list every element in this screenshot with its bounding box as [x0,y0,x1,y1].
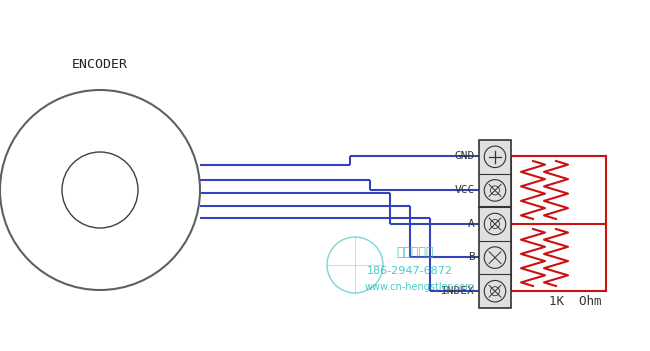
Text: B: B [468,252,475,262]
Text: 西安德伍拓: 西安德伍拓 [396,246,434,259]
Text: INDEX: INDEX [441,286,475,296]
Text: 186-2947-6872: 186-2947-6872 [367,266,453,276]
Text: A: A [468,219,475,229]
Bar [479,140,511,308]
Text: GND: GND [455,151,475,161]
Text: www.cn-hengstler.com: www.cn-hengstler.com [365,282,475,292]
Text: 1K  Ohm: 1K Ohm [549,295,601,309]
Text: VCC: VCC [455,185,475,195]
Text: ENCODER: ENCODER [72,59,128,72]
